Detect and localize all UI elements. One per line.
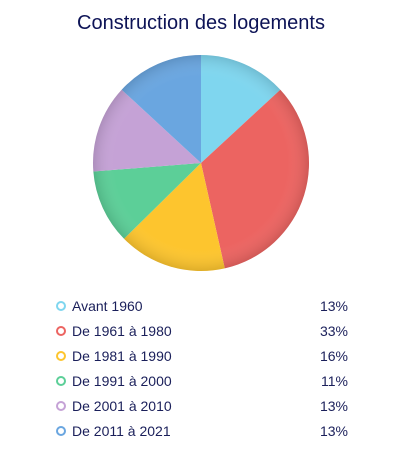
- legend-label: Avant 1960: [72, 297, 143, 314]
- legend-item[interactable]: De 2001 à 2010 13%: [56, 393, 348, 418]
- legend-marker-icon: [56, 350, 66, 361]
- legend-marker-icon: [56, 300, 66, 311]
- legend-marker-icon: [56, 375, 66, 386]
- legend-value: 13%: [319, 397, 348, 414]
- legend-label: De 2001 à 2010: [72, 397, 172, 414]
- chart-title: Construction des logements: [77, 12, 325, 34]
- legend-item[interactable]: De 1981 à 1990 16%: [56, 343, 348, 368]
- legend-item[interactable]: De 1961 à 1980 33%: [56, 318, 348, 343]
- legend-value: 11%: [321, 372, 348, 389]
- legend-value: 13%: [319, 297, 348, 314]
- legend-value: 16%: [319, 347, 348, 364]
- legend-marker-icon: [56, 325, 66, 336]
- legend-label: De 2011 à 2021: [72, 422, 171, 439]
- legend-value: 33%: [319, 322, 348, 339]
- legend-label: De 1981 à 1990: [72, 347, 172, 364]
- legend-label: De 1961 à 1980: [72, 322, 172, 339]
- legend: Avant 1960 13% De 1961 à 1980 33% De 1981 à …: [56, 293, 348, 443]
- pie-chart: [92, 54, 310, 272]
- legend-item[interactable]: De 2011 à 2021 13%: [56, 418, 348, 443]
- legend-marker-icon: [56, 400, 66, 411]
- legend-item[interactable]: De 1991 à 2000 11%: [56, 368, 348, 393]
- legend-item[interactable]: Avant 1960 13%: [56, 293, 348, 318]
- legend-label: De 1991 à 2000: [72, 372, 172, 389]
- legend-marker-icon: [56, 425, 66, 436]
- legend-value: 13%: [319, 422, 348, 439]
